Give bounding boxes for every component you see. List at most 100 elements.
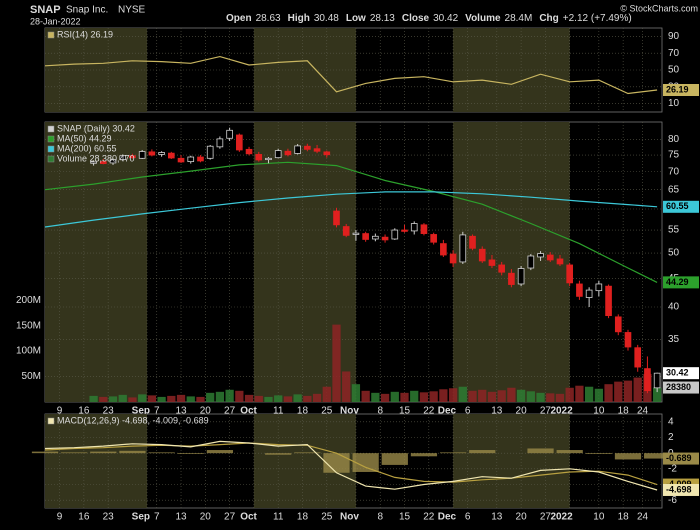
x-tick-label: 7 <box>154 512 160 523</box>
x-tick-label: 6 <box>465 406 471 417</box>
x-tick-label: Nov <box>340 512 359 523</box>
candle-body <box>420 224 428 234</box>
histogram-bar <box>644 453 671 459</box>
histogram-bar <box>614 453 642 460</box>
histogram-bar <box>381 453 408 465</box>
volume-bar <box>507 387 516 402</box>
value-box-label: 30.42 <box>666 368 689 378</box>
histogram-bar <box>265 453 292 455</box>
volume-bar <box>157 396 166 402</box>
symbol: SNAP <box>30 4 61 16</box>
volume-bar <box>361 390 370 402</box>
x-tick-label: 2022 <box>550 406 573 417</box>
month-shade <box>453 122 570 402</box>
histogram-bar <box>469 450 496 454</box>
histogram-bar <box>585 453 612 454</box>
candle-body <box>614 316 622 333</box>
legend-swatch <box>47 417 55 425</box>
candle-body <box>148 151 156 156</box>
volume-bar <box>410 390 419 402</box>
volume-bar <box>390 391 399 402</box>
histogram-bar <box>206 450 234 454</box>
candle-body <box>576 283 583 297</box>
quote-value: 30.48 <box>314 13 339 24</box>
quote-value: +2.12 (+7.49%) <box>563 13 632 24</box>
value-box-label: -0.689 <box>666 453 692 463</box>
candle-body <box>556 258 564 265</box>
x-tick-label: 27 <box>540 512 552 523</box>
volume-bar <box>206 392 215 402</box>
candle-body <box>206 145 214 159</box>
candle-body <box>546 254 554 261</box>
candle-body <box>158 152 165 155</box>
volume-bar <box>332 324 341 402</box>
histogram-bar <box>323 453 350 473</box>
quote-value: 28.13 <box>370 13 395 24</box>
x-tick-label: 27 <box>224 406 236 417</box>
candle-body <box>255 154 263 161</box>
volume-bar <box>614 381 623 402</box>
histogram-bar <box>119 450 146 454</box>
value-box-label: -4.009 <box>666 479 692 489</box>
volume-bar <box>264 396 273 402</box>
x-tick-label: Oct <box>240 512 257 523</box>
x-tick-label: 15 <box>399 512 411 523</box>
volume-bar <box>138 394 147 402</box>
candle-body <box>284 150 292 156</box>
value-box <box>663 367 699 380</box>
candle-body <box>527 255 535 269</box>
quote-label: Close <box>402 13 430 24</box>
x-tick-label: 8 <box>377 406 383 417</box>
candle-body <box>440 243 447 256</box>
volume-bar <box>89 395 98 402</box>
volume-bar <box>176 394 186 402</box>
volume-bar <box>555 393 565 402</box>
volume-bar <box>536 392 545 402</box>
candle-body <box>313 148 321 152</box>
legend-swatch <box>47 125 55 133</box>
candle-body <box>109 159 117 164</box>
x-tick-label: 23 <box>103 406 115 417</box>
volume-bar <box>594 388 603 402</box>
legend-swatch <box>47 155 55 163</box>
volume-bar <box>429 391 438 402</box>
value-box <box>663 452 699 465</box>
x-tick-label: 20 <box>200 512 212 523</box>
x-tick-label: 22 <box>423 406 435 417</box>
x-tick-label: Sep <box>132 406 150 417</box>
volume-bar <box>322 386 331 402</box>
x-tick-label: 25 <box>321 512 333 523</box>
candle-body <box>469 235 476 249</box>
volume-bar <box>575 385 584 402</box>
y-tick-label: 55 <box>668 225 680 236</box>
histogram-bar <box>61 452 88 454</box>
volume-bar <box>478 389 487 402</box>
value-box-label: 44.29 <box>666 277 689 287</box>
candle-body <box>595 283 603 292</box>
x-tick-label: 10 <box>593 406 605 417</box>
histogram-bar <box>31 451 59 454</box>
legend-label: MA(200) 60.55 <box>57 143 117 153</box>
x-tick-label: Sep <box>132 512 150 523</box>
candle-body <box>187 156 195 163</box>
volume-tick-label: 50M <box>22 371 41 382</box>
volume-bar <box>283 396 293 402</box>
y-tick-label: 35 <box>668 334 680 345</box>
x-tick-label: 20 <box>516 512 528 523</box>
x-tick-label: 13 <box>491 406 503 417</box>
candle-body <box>430 234 437 243</box>
candle-body <box>236 134 243 151</box>
x-tick-label: 15 <box>399 406 411 417</box>
legend-label: SNAP (Daily) 30.42 <box>57 123 135 133</box>
month-shade <box>453 414 570 508</box>
histogram-bar <box>439 452 467 454</box>
volume-bar <box>584 386 594 402</box>
quote-label: Volume <box>465 13 501 24</box>
month-shade <box>45 122 148 402</box>
x-tick-label: 23 <box>103 512 115 523</box>
legend-label: MA(50) 44.29 <box>57 133 112 143</box>
candle-body <box>90 161 97 164</box>
x-tick-label: 24 <box>637 512 649 523</box>
histogram-bar <box>352 453 379 472</box>
